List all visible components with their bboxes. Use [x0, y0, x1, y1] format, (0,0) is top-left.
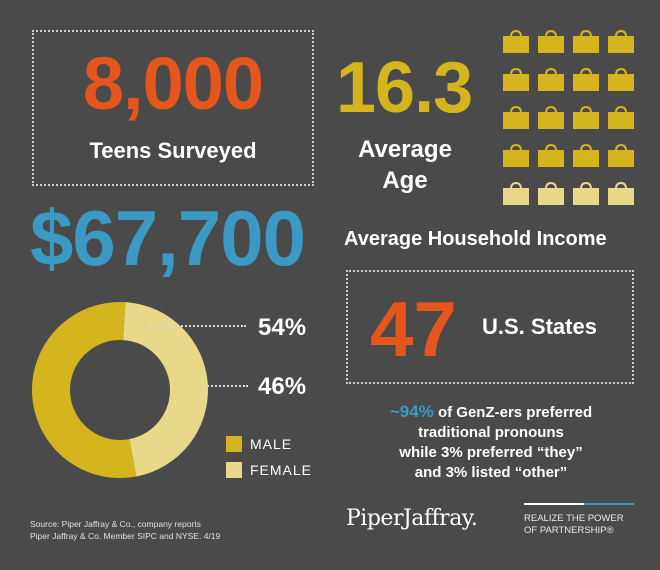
shopping-bag-icon	[537, 143, 565, 167]
pronoun-highlight: ~94%	[389, 402, 434, 421]
average-age-label-line1: Average	[358, 136, 452, 163]
teens-surveyed-number: 8,000	[82, 42, 264, 125]
piper-jaffray-logo: PiperJaffray.	[346, 506, 478, 531]
pronoun-line2: traditional pronouns	[418, 424, 564, 441]
donut-segment-male	[32, 302, 137, 478]
shopping-bag-grid	[502, 29, 642, 210]
shopping-bag-icon	[607, 105, 635, 129]
shopping-bag-icon	[607, 67, 635, 91]
shopping-bag-icon	[537, 181, 565, 205]
shopping-bag-icon	[502, 181, 530, 205]
tagline-rule	[524, 503, 634, 505]
shopping-bag-icon	[607, 143, 635, 167]
gender-donut-chart	[32, 302, 209, 478]
shopping-bag-icon	[537, 105, 565, 129]
shopping-bag-icon	[502, 67, 530, 91]
teens-stat-frame	[32, 30, 314, 186]
average-age-number: 16.3	[336, 48, 473, 128]
shopping-bag-icon	[572, 29, 600, 53]
donut-segment-female	[123, 302, 209, 477]
legend-label-male: MALE	[250, 436, 293, 452]
pronoun-statement: ~94% of GenZ-ers preferred traditional p…	[362, 402, 620, 483]
shopping-bag-icon	[502, 105, 530, 129]
tagline: REALIZE THE POWER OF PARTNERSHIP®	[524, 513, 624, 537]
shopping-bag-icon	[502, 143, 530, 167]
source-line2: Piper Jaffray & Co. Member SIPC and NYSE…	[30, 531, 221, 541]
tagline-line2: OF PARTNERSHIP®	[524, 525, 614, 536]
states-number: 47	[370, 285, 457, 373]
legend-label-female: FEMALE	[250, 462, 313, 478]
shopping-bag-icon	[572, 143, 600, 167]
legend-swatch-male	[226, 436, 242, 452]
shopping-bag-icon	[572, 181, 600, 205]
teens-surveyed-label: Teens Surveyed	[89, 138, 257, 163]
source-line1: Source: Piper Jaffray & Co., company rep…	[30, 519, 201, 529]
tagline-line1: REALIZE THE POWER	[524, 513, 624, 524]
average-age-label: Average Age	[340, 134, 470, 196]
shopping-bag-icon	[607, 181, 635, 205]
pronoun-line1: of GenZ-ers preferred	[433, 404, 593, 421]
household-income-number: $67,700	[30, 194, 306, 282]
states-label: U.S. States	[482, 314, 597, 339]
shopping-bag-icon	[502, 29, 530, 53]
household-income-label: Average Household Income	[344, 228, 607, 250]
leader-line-male	[150, 325, 246, 327]
source-note: Source: Piper Jaffray & Co., company rep…	[30, 518, 220, 542]
shopping-bag-icon	[537, 29, 565, 53]
pronoun-line4: and 3% listed “other”	[414, 464, 568, 481]
leader-line-female	[204, 385, 248, 387]
tagline-rule-accent	[584, 503, 634, 505]
male-percentage: 54%	[258, 314, 307, 341]
shopping-bag-icon	[537, 67, 565, 91]
female-percentage: 46%	[258, 373, 307, 400]
shopping-bag-icon	[572, 105, 600, 129]
states-stat-frame	[346, 270, 634, 384]
pronoun-line3: while 3% preferred “they”	[399, 444, 583, 461]
shopping-bag-icon	[572, 67, 600, 91]
shopping-bag-icon	[607, 29, 635, 53]
average-age-label-line2: Age	[382, 167, 428, 194]
legend-swatch-female	[226, 462, 242, 478]
